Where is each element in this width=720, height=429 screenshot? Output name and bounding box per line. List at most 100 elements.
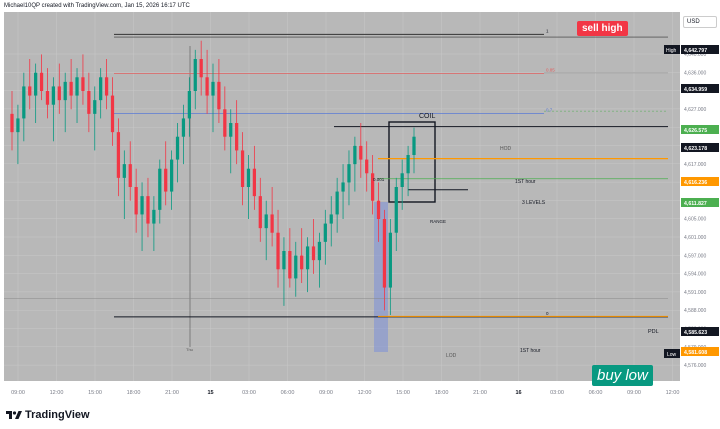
- price-tick-label: 4,640.000: [684, 52, 706, 58]
- price-label-tag: [681, 84, 719, 93]
- candle-body: [246, 168, 251, 187]
- candle-body: [335, 191, 339, 215]
- price-axis[interactable]: 4,640.0004,636.0004,631.0004,627.0004,62…: [680, 12, 720, 381]
- price-label-value: 4,623.178: [684, 146, 707, 152]
- high-tag-text: High: [666, 48, 677, 54]
- candle-body: [288, 251, 292, 279]
- time-tick-label: 15:00: [396, 390, 410, 396]
- candle-body: [211, 81, 215, 96]
- candle-body: [87, 91, 91, 114]
- candle-body: [22, 86, 26, 119]
- coil-box[interactable]: [388, 121, 436, 203]
- candle-body: [270, 214, 274, 233]
- candle-body: [282, 251, 286, 270]
- candle-body: [152, 209, 156, 224]
- price-label-tag: [681, 327, 719, 336]
- fib-level-label: 0.7: [546, 107, 553, 112]
- time-tick-label: 18:00: [435, 390, 449, 396]
- candles: [10, 40, 416, 315]
- candle-body: [205, 77, 209, 96]
- candle-body: [317, 241, 322, 261]
- fib-level-label: 0.85: [546, 68, 555, 73]
- price-label-tag: [681, 198, 719, 207]
- candle-body: [311, 246, 316, 261]
- candle-body: [16, 118, 20, 133]
- fib-value-label: 0.001: [373, 177, 385, 182]
- candle-body: [75, 77, 79, 96]
- time-axis[interactable]: 09:00 12:00 15:00 18:00 21:00 15 03:00 06:00 09:…: [4, 381, 680, 401]
- price-label-tag: [681, 347, 719, 356]
- time-tick-label: 09:00: [319, 390, 333, 396]
- candle-body: [229, 123, 233, 137]
- time-tick-label: 12:00: [50, 390, 64, 396]
- price-tick-label: 4,627.000: [684, 107, 706, 113]
- candle-body: [223, 109, 227, 137]
- candle-body: [240, 150, 245, 187]
- price-tick-label: 4,601.000: [684, 235, 706, 241]
- candle-body: [388, 232, 392, 288]
- candle-body: [146, 196, 150, 224]
- time-tick-label: 16: [515, 390, 521, 396]
- candle-body: [158, 168, 162, 210]
- currency-button[interactable]: USD: [683, 16, 717, 28]
- candle-body: [400, 173, 404, 187]
- level-labels: COIL HOD 1ST hour 3 LEVELS RANGE PDL 1ST…: [186, 113, 659, 359]
- chart-header: Michael10QP created with TradingView.com…: [0, 0, 720, 12]
- candle-body: [57, 86, 61, 101]
- price-tick-label: 4,605.000: [684, 217, 706, 223]
- candle-body: [140, 196, 144, 215]
- price-tick-label: 4,594.000: [684, 272, 706, 278]
- price-axis-svg[interactable]: 4,640.0004,636.0004,631.0004,627.0004,62…: [680, 12, 720, 381]
- candle-body: [252, 168, 257, 197]
- grid: [4, 12, 680, 381]
- levels: 1 0.85 0.7 0: [4, 28, 668, 318]
- candle-body: [122, 164, 126, 178]
- three-levels-label: 3 LEVELS: [522, 200, 546, 206]
- candle-body: [169, 159, 174, 192]
- time-axis-svg[interactable]: 09:00 12:00 15:00 18:00 21:00 15 03:00 06:00 09:…: [4, 381, 680, 401]
- footer: TradingView: [0, 401, 720, 429]
- candle-body: [199, 59, 203, 78]
- candle-body: [45, 91, 50, 105]
- candle-body: [63, 81, 67, 101]
- hod-label: HOD: [500, 146, 512, 152]
- drawing-layer: [189, 46, 436, 352]
- time-tick-label: 21:00: [165, 390, 179, 396]
- candle-body: [353, 145, 357, 165]
- watermark-text: Michael10QP created with TradingView.com…: [4, 3, 190, 9]
- candle-body: [294, 255, 298, 279]
- buy-low-badge: buy low: [592, 365, 653, 386]
- price-label-value: 4,581.608: [684, 350, 707, 356]
- chart-plot-area[interactable]: 1 0.85 0.7 0 COIL HOD 1ST hour 3 LEVELS RAN…: [4, 12, 680, 381]
- candle-body: [347, 164, 351, 183]
- candle-body: [39, 72, 44, 91]
- tradingview-logo[interactable]: TradingView: [6, 409, 90, 421]
- candle-body: [264, 214, 268, 229]
- candle-body: [187, 91, 191, 119]
- candle-body: [69, 81, 73, 96]
- price-tick-label: 4,588.000: [684, 308, 706, 314]
- pdl-label: PDL: [648, 329, 659, 335]
- low-tag-text: Low: [667, 352, 677, 358]
- first-hour-top-label: 1ST hour: [515, 179, 536, 185]
- tradingview-logo-text: TradingView: [25, 409, 90, 421]
- price-tick-label: 4,636.000: [684, 70, 706, 76]
- price-label-tag: [681, 177, 719, 186]
- time-tick-label: 06:00: [281, 390, 295, 396]
- lod-label: LOD: [446, 353, 457, 359]
- low-tag: Low: [664, 349, 680, 358]
- price-label-tag: [681, 45, 719, 54]
- candlestick-chart[interactable]: 1 0.85 0.7 0 COIL HOD 1ST hour 3 LEVELS RAN…: [4, 12, 680, 381]
- tradingview-logo-icon: [6, 411, 22, 419]
- high-tag: High: [664, 45, 680, 54]
- price-label-tag: [681, 143, 719, 152]
- coil-label: COIL: [419, 113, 435, 120]
- candle-body: [258, 196, 262, 229]
- candle-body: [175, 136, 180, 160]
- candle-body: [93, 100, 97, 114]
- candle-body: [34, 72, 38, 96]
- time-tick-label: 15: [207, 390, 213, 396]
- price-tick-label: 4,591.000: [684, 290, 706, 296]
- candle-body: [164, 168, 168, 192]
- candle-body: [406, 155, 410, 174]
